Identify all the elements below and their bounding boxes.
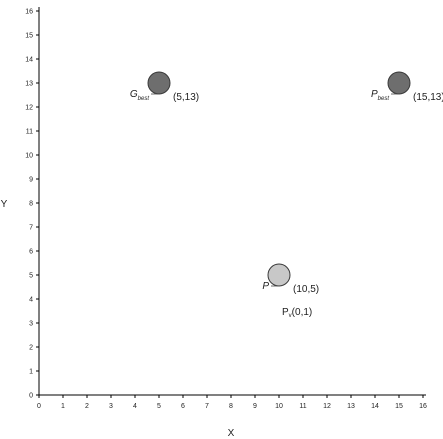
axes [38,7,426,396]
y-tick-label: 11 [26,129,33,136]
x-tick-label: 0 [37,403,41,410]
data-point [387,71,411,95]
y-axis-label: Y [1,199,8,210]
x-tick-label: 14 [371,403,379,410]
point-coord-label: (10,5) [293,284,319,295]
y-tick-label: 0 [29,393,33,400]
velocity-label: Pv(0,1) [282,307,312,319]
data-point [147,71,171,95]
point-name-label: Gbest [130,89,149,102]
point-name-label: P [262,281,269,292]
x-tick-label: 2 [85,403,89,410]
x-tick-label: 11 [299,403,306,410]
y-tick-label: 15 [25,33,33,40]
data-points [147,71,411,287]
x-tick-label: 5 [157,403,161,410]
y-tick-label: 3 [29,321,33,328]
y-tick-label: 8 [29,201,33,208]
point-coord-label: (15,13) [413,92,443,103]
y-tick-label: 13 [25,81,33,88]
x-tick-label: 8 [229,403,233,410]
x-tick-label: 12 [323,403,331,410]
x-tick-label: 4 [133,403,137,410]
x-tick-label: 7 [205,403,209,410]
y-tick-label: 14 [25,57,33,64]
y-tick-label: 2 [29,345,33,352]
y-tick-label: 16 [25,9,33,16]
x-axis-ticks: 0 1 2 3 4 5 6 7 8 9 10 11 12 13 14 15 16 [37,395,427,410]
y-tick-label: 5 [29,273,33,280]
x-tick-label: 10 [275,403,283,410]
y-tick-label: 7 [29,225,33,232]
y-tick-label: 4 [29,297,33,304]
data-point [267,263,291,287]
x-tick-label: 6 [181,403,185,410]
y-tick-label: 10 [25,153,33,160]
x-tick-label: 15 [395,403,403,410]
x-tick-label: 1 [61,403,65,410]
x-axis-label: X [228,428,235,439]
y-tick-label: 1 [29,369,33,376]
point-annotations: Gbest (5,13) Pbest (15,13) P (10,5) Pv(0,1) [130,89,443,319]
point-coord-label: (5,13) [173,92,199,103]
x-tick-label: 13 [347,403,355,410]
point-name-label: Pbest [371,89,389,102]
y-tick-label: 9 [29,177,33,184]
y-tick-label: 12 [25,105,33,112]
x-tick-label: 3 [109,403,113,410]
x-tick-label: 9 [253,403,257,410]
x-tick-label: 16 [419,403,427,410]
y-tick-label: 6 [29,249,33,256]
